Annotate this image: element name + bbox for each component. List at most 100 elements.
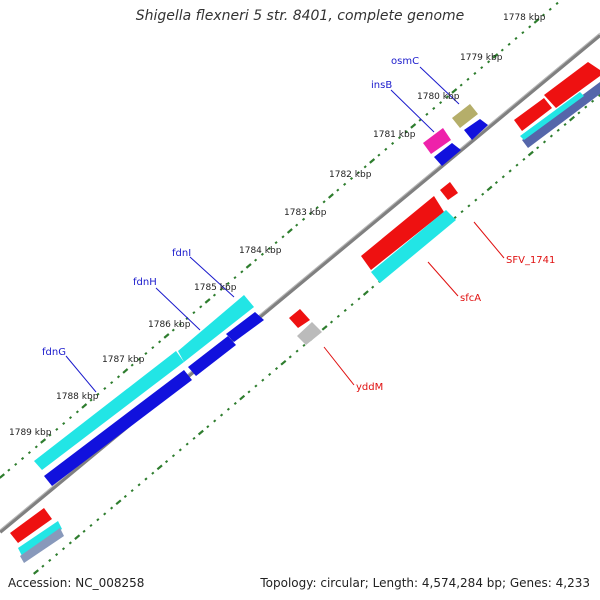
inner-tick-dot (164, 460, 169, 464)
feature-slate-bottom-left[interactable] (20, 528, 64, 563)
inner-tick-dot (350, 303, 354, 307)
inner-tick-dot (486, 185, 493, 192)
inner-tick-dot (591, 99, 595, 103)
tick-label: 1787 kbp (102, 355, 145, 365)
feature-cyan-bottom-left[interactable] (18, 521, 62, 556)
outer-tick-dot (260, 252, 264, 256)
outer-tick-dot (492, 53, 499, 59)
feature-red-small[interactable] (440, 182, 458, 200)
callout-yddM (323, 346, 355, 386)
outer-tick-dot (245, 263, 252, 269)
inner-tick-dot (577, 111, 581, 115)
tick-label: 1785 kbp (194, 283, 237, 293)
feature-osmC-olive[interactable] (452, 104, 478, 128)
outer-tick-dot (110, 381, 114, 385)
inner-tick-dot (254, 384, 258, 388)
outer-tick-dot (286, 228, 293, 234)
inner-tick-dot (137, 483, 141, 487)
inner-tick-dot (556, 128, 560, 132)
gene-label-fdnH[interactable]: fdnH (133, 277, 157, 288)
feature-red-top-right[interactable] (514, 98, 552, 131)
outer-tick-dot (192, 311, 196, 315)
feature-red-yddM-area[interactable] (289, 309, 310, 328)
inner-tick-dot (481, 192, 485, 196)
outer-tick-dot (363, 165, 367, 169)
gene-label-yddM[interactable]: yddM (356, 382, 383, 393)
outer-tick-dot (116, 375, 121, 379)
outer-tick-dot (103, 386, 107, 391)
inner-tick-dot (55, 553, 59, 557)
inner-tick-dot (268, 372, 272, 376)
inner-tick-dot (213, 419, 217, 423)
feature-red-bottom-left[interactable] (10, 508, 52, 543)
feature-fdnG-blue[interactable] (44, 370, 192, 486)
outer-tick-dot (55, 427, 59, 431)
outer-tick-dot (315, 206, 319, 210)
gene-label-insB[interactable]: insB (371, 80, 392, 91)
outer-tick-dot (555, 1, 559, 5)
tick-label: 1782 kbp (329, 170, 372, 180)
outer-tick-dot (240, 270, 244, 274)
feature-SFV_1741-red[interactable] (361, 196, 444, 270)
gene-label-osmC[interactable]: osmC (391, 56, 419, 67)
inner-tick-dot (219, 413, 224, 417)
feature-blue-fdnI-area[interactable] (226, 312, 264, 342)
inner-tick-dot (144, 477, 148, 481)
outer-tick-dot (541, 13, 545, 17)
inner-tick-dot (226, 407, 230, 411)
outer-tick-dot (158, 340, 162, 344)
inner-tick-dot (48, 558, 52, 562)
outer-tick-dot (137, 357, 141, 361)
feature-yddM-gray[interactable] (297, 322, 322, 345)
outer-tick-dot (459, 83, 463, 87)
tick-label: 1784 kbp (239, 246, 282, 256)
outer-tick-dot (336, 188, 340, 192)
feature-fdnG-cyan[interactable] (34, 351, 184, 470)
inner-tick-dot (336, 314, 340, 318)
feature-blue-osmC-area[interactable] (464, 119, 488, 140)
outer-tick-dot (212, 293, 217, 297)
inner-tick-dot (467, 204, 471, 208)
gene-labels: osmC insB fdnI fdnH fdnG SFV_1741 sfcA y… (42, 56, 555, 393)
inner-tick-dot (371, 285, 375, 289)
feature-fdnI-cyan[interactable] (178, 295, 254, 362)
inner-tick-dot (527, 150, 534, 157)
inner-tick-dot (185, 442, 189, 446)
inner-tick-dot (329, 320, 334, 324)
feature-fdnH-blue[interactable] (188, 336, 236, 376)
feature-insB-pink[interactable] (423, 128, 451, 154)
gene-label-fdnG[interactable]: fdnG (42, 347, 66, 358)
outer-tick-dot (322, 200, 326, 204)
inner-tick-dot (522, 157, 526, 161)
outer-tick-dot (521, 31, 525, 35)
feature-cyan-top-right[interactable] (520, 92, 584, 140)
outer-tick-dot (439, 101, 443, 105)
inner-tick-dot (549, 134, 553, 138)
feature-blue-insB-area[interactable] (434, 143, 461, 166)
outer-tick-dot (7, 468, 11, 472)
gene-label-SFV_1741[interactable]: SFV_1741 (506, 255, 555, 266)
outer-tick-dot (151, 346, 155, 350)
gene-label-fdnI[interactable]: fdnI (172, 248, 191, 259)
outer-tick-dot (397, 136, 402, 140)
outer-tick-dot (144, 351, 148, 356)
callout-fdnI (189, 256, 235, 298)
feature-red-top-right-2[interactable] (544, 62, 600, 108)
inner-tick-dot (156, 464, 163, 471)
kbp-tick-labels: 1778 kbp 1779 kbp 1780 kbp 1781 kbp 1782… (9, 13, 546, 438)
gene-label-sfcA[interactable]: sfcA (460, 293, 481, 304)
feature-sfcA-cyan[interactable] (371, 210, 456, 283)
inner-tick-dot (343, 308, 347, 312)
tick-label: 1788 kbp (56, 392, 99, 402)
outer-tick-dot (226, 281, 230, 286)
inner-tick-dot (82, 529, 86, 533)
outer-tick-dot (233, 276, 237, 280)
inner-tick-dot (362, 290, 369, 296)
outer-tick-dot (466, 77, 470, 81)
outer-tick-dot (349, 176, 354, 181)
outer-tick-dot (163, 333, 170, 339)
genome-title: Shigella flexneri 5 str. 8401, complete … (135, 8, 465, 24)
outer-tick-dot (480, 66, 484, 70)
inner-tick-dot (302, 343, 306, 347)
inner-tick-dot (453, 215, 457, 220)
